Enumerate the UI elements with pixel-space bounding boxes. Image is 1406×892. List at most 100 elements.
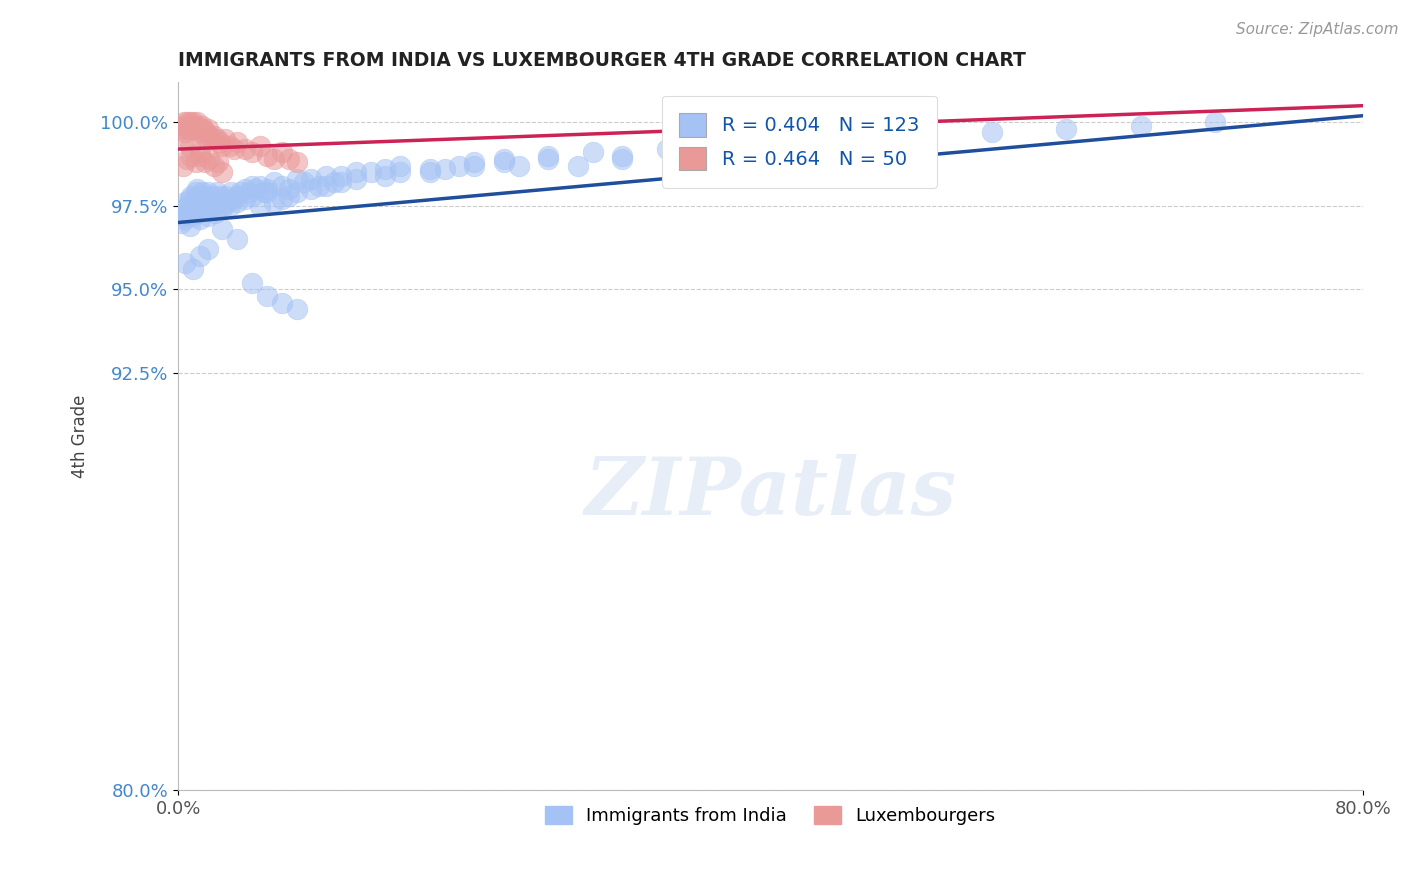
Point — [177, 122, 200, 136]
Point — [449, 159, 471, 173]
Point — [233, 182, 256, 196]
Point — [188, 192, 211, 206]
Point — [179, 138, 201, 153]
Point — [226, 232, 249, 246]
Point — [198, 152, 221, 166]
Point — [308, 178, 330, 193]
Point — [186, 115, 208, 129]
Point — [197, 186, 219, 200]
Point — [211, 222, 233, 236]
Point — [389, 165, 412, 179]
Point — [170, 122, 193, 136]
Point — [285, 172, 308, 186]
Point — [181, 209, 204, 223]
Point — [188, 125, 211, 139]
Point — [187, 122, 209, 136]
Point — [194, 155, 217, 169]
Point — [209, 192, 232, 206]
Point — [238, 186, 260, 200]
Point — [285, 155, 308, 169]
Point — [195, 125, 218, 139]
Point — [508, 159, 530, 173]
Point — [433, 162, 456, 177]
Point — [278, 182, 301, 196]
Point — [180, 149, 202, 163]
Point — [202, 159, 225, 173]
Point — [463, 155, 485, 169]
Point — [463, 159, 485, 173]
Point — [263, 176, 285, 190]
Point — [201, 199, 224, 213]
Point — [256, 149, 278, 163]
Point — [198, 128, 221, 143]
Point — [208, 189, 231, 203]
Point — [198, 192, 221, 206]
Point — [219, 138, 242, 153]
Point — [582, 145, 605, 160]
Point — [278, 189, 301, 203]
Point — [292, 176, 315, 190]
Point — [249, 138, 271, 153]
Legend: Immigrants from India, Luxembourgers: Immigrants from India, Luxembourgers — [536, 797, 1005, 834]
Point — [208, 195, 231, 210]
Point — [537, 152, 560, 166]
Point — [329, 176, 352, 190]
Point — [214, 189, 236, 203]
Point — [270, 145, 292, 160]
Point — [200, 195, 222, 210]
Point — [492, 155, 515, 169]
Point — [184, 119, 207, 133]
Point — [179, 192, 201, 206]
Point — [240, 189, 263, 203]
Point — [226, 195, 249, 210]
Point — [172, 209, 194, 223]
Point — [180, 119, 202, 133]
Point — [285, 302, 308, 317]
Point — [186, 205, 208, 219]
Point — [191, 186, 214, 200]
Point — [803, 138, 825, 153]
Point — [174, 125, 197, 139]
Point — [211, 202, 233, 217]
Point — [176, 115, 198, 129]
Point — [419, 162, 441, 177]
Point — [173, 132, 195, 146]
Point — [567, 159, 589, 173]
Point — [240, 276, 263, 290]
Text: IMMIGRANTS FROM INDIA VS LUXEMBOURGER 4TH GRADE CORRELATION CHART: IMMIGRANTS FROM INDIA VS LUXEMBOURGER 4T… — [179, 51, 1026, 70]
Point — [612, 152, 634, 166]
Point — [981, 125, 1004, 139]
Point — [186, 182, 208, 196]
Point — [226, 136, 249, 150]
Point — [224, 142, 246, 156]
Text: ZIPatlas: ZIPatlas — [585, 454, 956, 532]
Point — [315, 169, 337, 183]
Point — [172, 159, 194, 173]
Point — [193, 195, 215, 210]
Point — [322, 176, 344, 190]
Point — [184, 155, 207, 169]
Point — [256, 182, 278, 196]
Point — [181, 115, 204, 129]
Point — [204, 192, 226, 206]
Point — [193, 122, 215, 136]
Point — [243, 182, 266, 196]
Point — [197, 242, 219, 256]
Point — [174, 195, 197, 210]
Point — [176, 152, 198, 166]
Point — [360, 165, 382, 179]
Point — [174, 255, 197, 269]
Point — [253, 186, 276, 200]
Point — [183, 195, 205, 210]
Point — [240, 145, 263, 160]
Point — [181, 262, 204, 277]
Point — [191, 119, 214, 133]
Point — [197, 122, 219, 136]
Point — [172, 119, 194, 133]
Point — [170, 215, 193, 229]
Point — [195, 199, 218, 213]
Point — [329, 169, 352, 183]
Point — [537, 149, 560, 163]
Point — [188, 212, 211, 227]
Point — [173, 115, 195, 129]
